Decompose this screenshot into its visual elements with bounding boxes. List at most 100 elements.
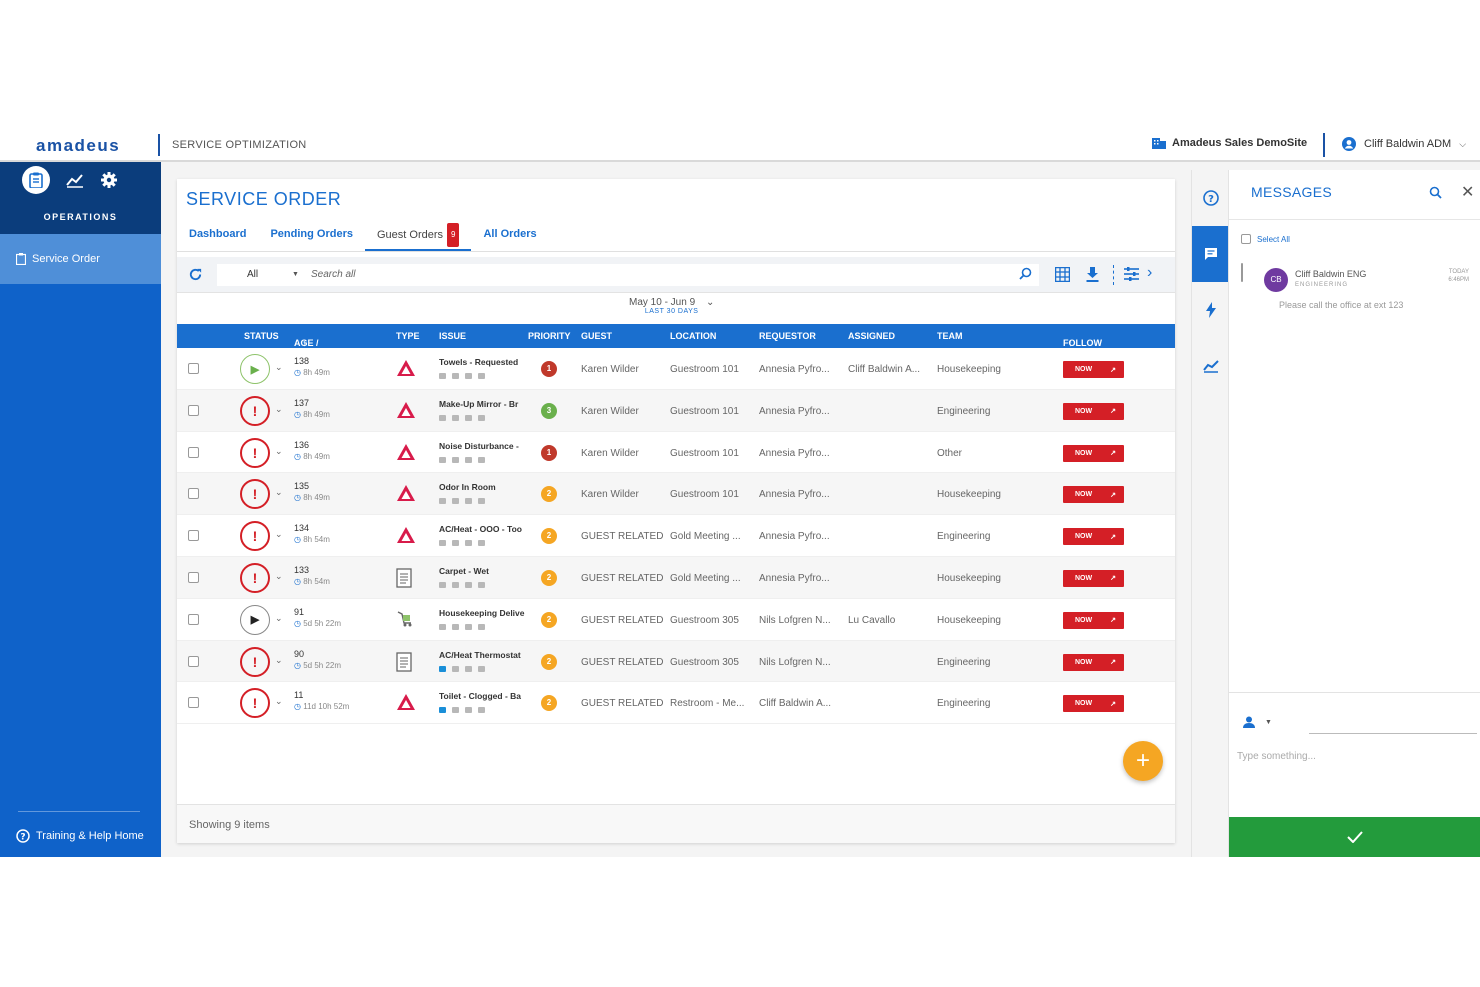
- in-progress-status-icon[interactable]: ▶: [240, 604, 270, 635]
- row-checkbox[interactable]: [188, 446, 199, 458]
- issue-text[interactable]: Odor In Room: [439, 482, 496, 493]
- analytics-rail-button[interactable]: [1192, 338, 1229, 394]
- tab-pending-orders[interactable]: Pending Orders: [270, 228, 353, 240]
- follow-up-button[interactable]: NOW ↗: [1063, 444, 1124, 462]
- download-icon[interactable]: [1086, 267, 1099, 282]
- follow-up-button[interactable]: NOW ↗: [1063, 695, 1124, 713]
- site-selector[interactable]: Amadeus Sales DemoSite: [1152, 137, 1307, 149]
- message-checkbox[interactable]: [1241, 263, 1243, 282]
- grid-view-icon[interactable]: [1055, 267, 1070, 282]
- table-row[interactable]: ! ⌄ 135 ◷ 8h 49m Odor In Room 2 Karen Wilder Gu…: [177, 473, 1175, 516]
- chevron-down-icon[interactable]: ⌄: [275, 487, 283, 498]
- training-help-link[interactable]: ? Training & Help Home: [16, 829, 144, 843]
- col-requestor[interactable]: REQUESTOR: [759, 331, 816, 341]
- follow-up-button[interactable]: NOW ↗: [1063, 528, 1124, 546]
- issue-text[interactable]: Toilet - Clogged - Ba: [439, 691, 522, 702]
- chevron-down-icon[interactable]: ⌄: [275, 612, 283, 623]
- alert-status-icon[interactable]: !: [240, 688, 270, 719]
- row-checkbox[interactable]: [188, 363, 199, 374]
- column-settings-icon[interactable]: [1124, 267, 1139, 281]
- col-status[interactable]: STATUS: [244, 331, 279, 341]
- row-checkbox[interactable]: [188, 488, 199, 500]
- table-row[interactable]: ! ⌄ 90 ◷ 5d 5h 22m AC/Heat Thermostat 2 GUEST …: [177, 640, 1175, 683]
- follow-up-button[interactable]: NOW ↗: [1063, 653, 1124, 671]
- col-assigned[interactable]: ASSIGNED: [848, 331, 896, 341]
- col-priority[interactable]: PRIORITY: [528, 331, 571, 341]
- operations-clipboard-icon[interactable]: [22, 166, 50, 194]
- select-all-checkbox[interactable]: [1241, 234, 1251, 244]
- col-location[interactable]: LOCATION: [670, 331, 717, 341]
- issue-text[interactable]: AC/Heat - OOO - Too: [439, 524, 522, 535]
- alert-status-icon[interactable]: !: [240, 479, 270, 510]
- help-rail-button[interactable]: ?: [1192, 170, 1229, 226]
- row-checkbox[interactable]: [188, 655, 199, 667]
- add-order-button[interactable]: +: [1123, 741, 1163, 781]
- chevron-down-icon[interactable]: ⌄: [275, 403, 283, 414]
- alert-status-icon[interactable]: !: [240, 521, 270, 552]
- table-row[interactable]: ▶ ⌄ 138 ◷ 8h 49m Towels - Requested 1 Karen Wi…: [177, 348, 1175, 390]
- amadeus-logo[interactable]: amadeus: [36, 136, 121, 155]
- chevron-down-icon[interactable]: ⌄: [275, 445, 283, 456]
- issue-text[interactable]: Housekeeping Delive: [439, 607, 525, 618]
- tab-guest-orders[interactable]: Guest Orders 9: [365, 223, 472, 251]
- row-checkbox[interactable]: [188, 613, 199, 625]
- tab-dashboard[interactable]: Dashboard: [189, 228, 247, 240]
- issue-text[interactable]: Make-Up Mirror - Br: [439, 398, 519, 409]
- tab-all-orders[interactable]: All Orders: [483, 228, 537, 240]
- app-name: SERVICE OPTIMIZATION: [172, 139, 307, 151]
- issue-text[interactable]: AC/Heat Thermostat: [439, 649, 521, 660]
- recipient-selector[interactable]: ▼: [1243, 716, 1272, 728]
- sidebar-item-service-order[interactable]: Service Order: [0, 234, 161, 284]
- follow-up-button[interactable]: NOW ↗: [1063, 611, 1124, 629]
- issue-text[interactable]: Noise Disturbance -: [439, 440, 519, 451]
- table-row[interactable]: ! ⌄ 133 ◷ 8h 54m Carpet - Wet 2 GUEST RELATED G…: [177, 556, 1175, 599]
- status-filter-select[interactable]: All ▼: [217, 264, 305, 286]
- table-row[interactable]: ! ⌄ 11 ◷ 11d 10h 52m Toilet - Clogged - Ba 2 G…: [177, 682, 1175, 725]
- issue-text[interactable]: Carpet - Wet: [439, 565, 489, 576]
- search-icon[interactable]: [1019, 267, 1032, 280]
- table-row[interactable]: ! ⌄ 136 ◷ 8h 49m Noise Disturbance - 1 Karen W…: [177, 432, 1175, 474]
- table-row[interactable]: ! ⌄ 137 ◷ 8h 49m Make-Up Mirror - Br 3 Karen W…: [177, 389, 1175, 432]
- search-icon[interactable]: [1429, 186, 1442, 199]
- alerts-rail-button[interactable]: [1192, 282, 1229, 338]
- user-menu[interactable]: Cliff Baldwin ADM ⌵: [1342, 137, 1466, 151]
- close-icon[interactable]: ✕: [1461, 184, 1475, 201]
- chevron-down-icon[interactable]: ⌄: [275, 654, 283, 665]
- messages-rail-button[interactable]: [1192, 226, 1229, 282]
- chevron-down-icon[interactable]: ⌄: [275, 570, 283, 581]
- date-range-selector[interactable]: May 10 - Jun 9 ⌄ LAST 30 DAYS: [629, 297, 714, 315]
- follow-up-button[interactable]: NOW ↗: [1063, 361, 1124, 378]
- send-message-button[interactable]: [1229, 817, 1480, 857]
- settings-gear-icon[interactable]: [100, 171, 118, 189]
- issue-text[interactable]: Towels - Requested: [439, 357, 519, 367]
- col-type[interactable]: TYPE: [396, 331, 420, 341]
- chevron-down-icon[interactable]: ⌄: [275, 696, 283, 707]
- chevron-down-icon[interactable]: ⌄: [275, 529, 283, 540]
- refresh-icon[interactable]: [188, 267, 203, 282]
- table-row[interactable]: ! ⌄ 134 ◷ 8h 54m AC/Heat - OOO - Too 2 GUEST R…: [177, 515, 1175, 557]
- select-all-messages[interactable]: Select All: [1241, 234, 1290, 244]
- row-checkbox[interactable]: [188, 404, 199, 416]
- follow-up-button[interactable]: NOW ↗: [1063, 402, 1124, 420]
- chevron-down-icon[interactable]: ⌄: [275, 362, 283, 372]
- alert-status-icon[interactable]: !: [240, 437, 270, 468]
- row-checkbox[interactable]: [188, 530, 199, 542]
- col-issue[interactable]: ISSUE: [439, 331, 467, 341]
- play-status-icon[interactable]: ▶: [240, 354, 270, 384]
- search-input[interactable]: Search all: [305, 264, 1039, 286]
- row-checkbox[interactable]: [188, 697, 199, 709]
- col-team[interactable]: TEAM: [937, 331, 963, 341]
- row-checkbox[interactable]: [188, 571, 199, 583]
- message-input[interactable]: Type something...: [1237, 751, 1316, 762]
- alert-status-icon[interactable]: !: [240, 395, 270, 426]
- alert-status-icon[interactable]: !: [240, 646, 270, 677]
- analytics-chart-icon[interactable]: [66, 172, 84, 188]
- chevron-right-icon[interactable]: ›: [1147, 264, 1153, 281]
- col-guest[interactable]: GUEST: [581, 331, 613, 341]
- alert-status-icon[interactable]: !: [240, 562, 270, 593]
- follow-up-button[interactable]: NOW ↗: [1063, 569, 1124, 587]
- follow-up-button[interactable]: NOW ↗: [1063, 486, 1124, 504]
- table-row[interactable]: ▶ ⌄ 91 ◷ 5d 5h 22m Housekeeping Delive 2 GUEST…: [177, 599, 1175, 641]
- avatar: CB: [1264, 268, 1288, 292]
- message-item[interactable]: CB Cliff Baldwin ENG ENGINEERING TODAY 6…: [1241, 263, 1477, 324]
